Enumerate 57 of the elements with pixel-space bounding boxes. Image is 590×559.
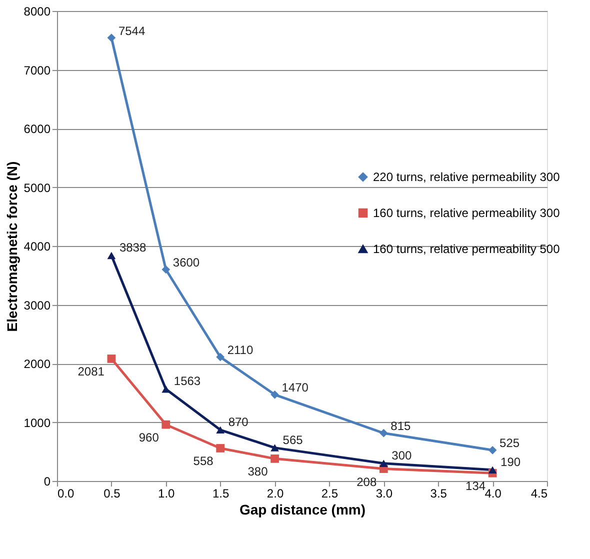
y-tick-label: 7000 — [24, 63, 51, 78]
data-label: 870 — [228, 414, 249, 429]
data-label: 565 — [282, 432, 304, 447]
data-label: 1563 — [174, 374, 201, 388]
point — [216, 426, 225, 434]
point — [162, 420, 170, 429]
point — [270, 444, 279, 452]
data-label: 558 — [193, 454, 214, 468]
y-tick-label: 8000 — [24, 4, 51, 18]
x-tick-label: 2.5 — [321, 486, 338, 500]
x-axis-title: Gap distance (mm) — [239, 502, 366, 518]
y-tick-label: 1000 — [24, 416, 51, 430]
point — [488, 466, 497, 474]
x-tick-label: 3.0 — [376, 486, 393, 500]
point — [270, 454, 279, 463]
point — [270, 390, 279, 399]
y-tick-label: 3000 — [24, 298, 51, 312]
point — [379, 428, 388, 438]
y-axis-title: Electromagnetic force (N) — [4, 161, 20, 332]
data-label: 208 — [356, 474, 377, 489]
data-label: 2081 — [78, 364, 105, 379]
legend-label: 220 turns, relative permeability 300 — [373, 170, 560, 184]
data-label: 1470 — [282, 380, 309, 395]
data-label: 7544 — [118, 24, 146, 38]
legend-label: 160 turns, relative permeability 500 — [373, 242, 560, 256]
x-tick-label: 0.0 — [58, 486, 75, 500]
point — [216, 352, 225, 362]
y-tick-label: 6000 — [24, 122, 51, 136]
data-label: 190 — [500, 454, 521, 469]
point — [216, 444, 225, 452]
data-label: 815 — [390, 419, 412, 434]
data-label: 2110 — [227, 343, 254, 358]
legend-label: 160 turns, relative permeability 300 — [373, 206, 560, 220]
y-tick-label: 4000 — [24, 240, 51, 254]
point — [488, 446, 497, 454]
x-tick-label: 0.5 — [104, 486, 121, 500]
data-label: 960 — [138, 430, 160, 445]
data-label: 134 — [466, 479, 486, 494]
y-tick-label: 0 — [44, 474, 51, 488]
x-tick-label: 2.0 — [266, 486, 284, 500]
point — [107, 34, 116, 42]
point — [162, 265, 170, 274]
point — [107, 354, 116, 363]
x-tick-label: 4.0 — [484, 486, 502, 500]
y-tick-label: 5000 — [24, 180, 51, 195]
point — [107, 252, 116, 260]
x-tick-label: 3.5 — [430, 486, 448, 500]
x-tick-label: 4.5 — [530, 486, 548, 500]
point — [379, 460, 388, 467]
data-label: 300 — [392, 448, 412, 462]
data-label: 3838 — [119, 240, 146, 255]
y-tick-label: 2000 — [24, 357, 51, 371]
x-tick-label: 1.0 — [158, 486, 176, 500]
data-label: 525 — [500, 436, 520, 450]
data-label: 3600 — [172, 256, 200, 270]
x-tick-label: 1.5 — [212, 486, 230, 500]
data-label: 380 — [248, 464, 268, 479]
